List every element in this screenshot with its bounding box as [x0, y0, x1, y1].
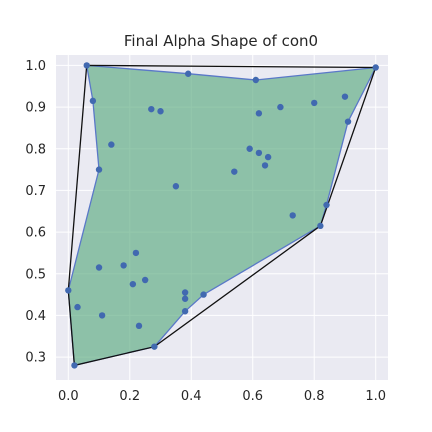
x-tick-label: 0.8	[304, 389, 325, 404]
data-point	[345, 118, 351, 124]
x-tick-label: 0.0	[58, 389, 79, 404]
data-point	[151, 343, 157, 349]
x-tick-label: 1.0	[365, 389, 386, 404]
y-tick-label: 0.6	[25, 226, 46, 241]
data-point	[246, 146, 252, 152]
data-point	[136, 323, 142, 329]
data-point	[96, 264, 102, 270]
data-point	[120, 262, 126, 268]
data-point	[323, 202, 329, 208]
data-point	[173, 183, 179, 189]
x-tick-label: 0.6	[242, 389, 263, 404]
y-tick-label: 1.0	[25, 59, 46, 74]
data-point	[142, 277, 148, 283]
data-point	[182, 289, 188, 295]
data-point	[256, 150, 262, 156]
data-point	[74, 304, 80, 310]
data-point	[108, 141, 114, 147]
x-tick-label: 0.4	[181, 389, 202, 404]
data-point	[157, 108, 163, 114]
data-point	[200, 291, 206, 297]
data-point	[262, 162, 268, 168]
data-point	[182, 296, 188, 302]
data-point	[290, 212, 296, 218]
data-point	[96, 166, 102, 172]
y-tick-label: 0.4	[25, 309, 46, 324]
data-point	[148, 106, 154, 112]
data-point	[185, 71, 191, 77]
x-tick-label: 0.2	[119, 389, 140, 404]
data-point	[99, 312, 105, 318]
data-point	[231, 168, 237, 174]
data-point	[133, 250, 139, 256]
y-tick-label: 0.9	[25, 101, 46, 116]
data-point	[277, 104, 283, 110]
data-point	[130, 281, 136, 287]
data-point	[317, 223, 323, 229]
data-point	[84, 62, 90, 68]
data-point	[71, 362, 77, 368]
data-point	[311, 100, 317, 106]
data-point	[90, 98, 96, 104]
data-point	[256, 110, 262, 116]
chart-title: Final Alpha Shape of con0	[124, 32, 318, 50]
y-tick-label: 0.3	[25, 351, 46, 366]
data-point	[265, 154, 271, 160]
data-point	[373, 64, 379, 70]
y-tick-label: 0.7	[25, 184, 46, 199]
data-point	[253, 77, 259, 83]
y-tick-label: 0.5	[25, 267, 46, 282]
data-point	[182, 308, 188, 314]
data-point	[65, 287, 71, 293]
y-tick-label: 0.8	[25, 142, 46, 157]
data-point	[342, 93, 348, 99]
